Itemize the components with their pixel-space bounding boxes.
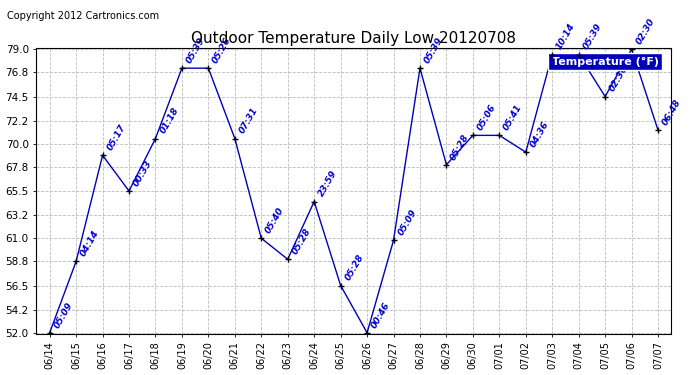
Text: 10:14: 10:14 [555,22,577,51]
Text: 05:39: 05:39 [422,36,445,65]
Text: 05:17: 05:17 [105,123,128,152]
Text: 05:39: 05:39 [581,22,604,51]
Text: 02:30: 02:30 [608,64,630,93]
Text: Copyright 2012 Cartronics.com: Copyright 2012 Cartronics.com [7,11,159,21]
Text: 05:09: 05:09 [396,208,418,237]
Text: 05:40: 05:40 [264,206,286,235]
Text: 07:31: 07:31 [237,106,259,135]
Text: 05:39: 05:39 [184,36,207,65]
Text: Temperature (°F): Temperature (°F) [551,57,658,67]
Text: 05:26: 05:26 [211,36,233,65]
Text: 00:46: 00:46 [370,300,392,330]
Title: Outdoor Temperature Daily Low 20120708: Outdoor Temperature Daily Low 20120708 [191,31,516,46]
Text: 23:59: 23:59 [317,169,339,198]
Text: 05:41: 05:41 [502,103,524,132]
Text: 04:14: 04:14 [79,229,101,258]
Text: 01:18: 01:18 [158,106,180,135]
Text: 00:33: 00:33 [132,159,154,188]
Text: 04:36: 04:36 [529,120,551,149]
Text: 02:30: 02:30 [634,17,656,46]
Text: 05:28: 05:28 [290,227,313,256]
Text: 05:09: 05:09 [52,300,75,330]
Text: 05:06: 05:06 [475,103,497,132]
Text: 06:48: 06:48 [660,98,683,127]
Text: 05:28: 05:28 [449,132,471,162]
Text: 05:28: 05:28 [343,253,366,282]
